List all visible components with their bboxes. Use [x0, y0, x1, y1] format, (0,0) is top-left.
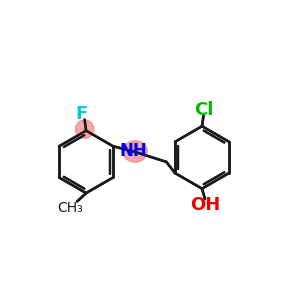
Ellipse shape: [75, 120, 94, 138]
Ellipse shape: [123, 141, 147, 162]
Text: CH₃: CH₃: [57, 201, 82, 215]
Text: Cl: Cl: [194, 101, 213, 119]
Text: OH: OH: [190, 196, 220, 214]
Text: F: F: [76, 105, 88, 123]
Text: NH: NH: [120, 142, 148, 160]
